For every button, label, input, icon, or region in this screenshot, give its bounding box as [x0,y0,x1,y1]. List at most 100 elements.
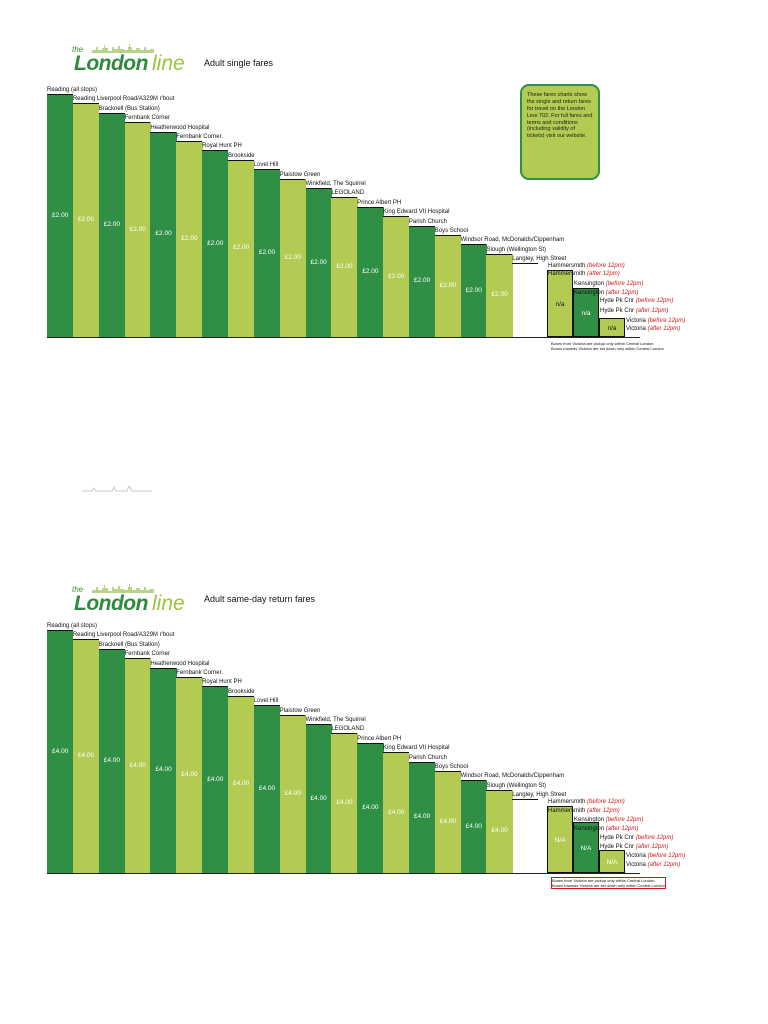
footnote: Buses from Victoria are pickup only with… [551,877,666,889]
footnote: Buses from Victoria are pickup only with… [551,341,664,351]
fare-label: £2.00 [258,249,276,257]
fare-bar: £4.00 [460,780,487,873]
london-stop-label: Victoria (before 12pm) [626,853,685,859]
fare-bar: £2.00 [124,122,151,337]
fare-label: £4.00 [52,747,69,755]
london-stop-label: Hyde Pk Cnr (before 12pm) [600,835,673,841]
stop-label: Royal Hunt PH [202,143,242,150]
london-stop-note: (after 12pm) [587,271,620,277]
stop-tick [47,94,73,95]
london-stop-name: Hyde Pk Cnr [600,844,635,850]
fare-bar: £2.00 [202,150,229,337]
stop-label: Reading Liverpool Road/A329M r'bout [72,96,175,103]
stop-tick [176,141,203,142]
fare-bar: £4.00 [305,724,332,873]
fare-bar: £4.00 [176,677,203,873]
fare-bar: £4.00 [124,658,151,873]
fare-bar: £2.00 [486,253,513,337]
fare-label: £2.00 [465,286,482,294]
london-stop-name: Kensington [574,281,605,287]
london-stop-label: Hammersmith (after 12pm) [548,271,620,277]
fare-label: £2.00 [129,225,146,233]
fare-label: £2.00 [310,258,327,266]
stop-label: Langley, High Street [512,256,567,263]
fare-label: £4.00 [491,827,508,835]
london-stop-name: Victoria [626,853,646,859]
faint-skyline-icon [82,484,152,492]
fare-label: £2.00 [439,282,457,289]
stop-tick [150,131,177,133]
stop-label: Fernbank Corner. [176,134,223,140]
fare-bar: £2.00 [460,244,487,337]
london-stop-name: Hammersmith [548,263,586,269]
stop-label: LEGOLAND [331,726,365,733]
stop-label: Lovel Hill [253,162,279,169]
stop-label: Langley, High Street [512,792,567,799]
stop-label: Heatherwood Hospital [150,124,210,131]
london-stop-label: Kensington (before 12pm) [574,817,643,823]
stop-tick [253,169,280,171]
na-label: N/A [554,836,566,844]
london-stop-note: (after 12pm) [635,844,669,850]
stop-label: King Edward VII Hospital [383,209,450,216]
stop-label: Heatherwood Hospital [150,660,210,667]
stop-label: Plaistow Green [279,171,321,178]
london-stop-note: (after 12pm) [635,308,669,314]
london-stop-note: (after 12pm) [605,826,639,832]
london-stop-name: Hyde Pk Cnr [600,835,635,841]
stop-tick [98,648,125,650]
stop-tick [408,225,435,227]
fare-label: £2.00 [52,211,69,219]
stop-label: Prince Albert PH [357,199,402,206]
stop-label: Bracknell (Bus Station) [98,105,160,112]
london-stop-label: Hammersmith (before 12pm) [548,263,625,269]
fare-label: £2.00 [232,244,250,252]
fare-bar: £2.00 [72,103,100,337]
stop-tick [512,263,539,265]
stop-label: Parish Church [408,218,447,225]
london-line-logo: the London line [72,44,202,80]
na-bar: n/a [547,270,573,337]
na-bar: n/a [573,288,599,337]
stop-tick [253,705,280,707]
stop-tick [331,197,358,199]
fare-bar: £4.00 [434,771,462,873]
logo-london: London [74,592,148,615]
fare-bar: £2.00 [305,188,332,337]
fare-label: £2.00 [77,216,95,224]
fare-label: £2.00 [388,272,405,280]
fare-label: £2.00 [181,235,198,242]
stop-tick [331,733,358,735]
fare-label: £4.00 [413,813,431,821]
fare-bar: £2.00 [434,235,462,337]
stop-label: Brookside [227,152,255,159]
skyline-icon [92,44,154,53]
stop-tick [486,253,513,255]
fare-label: £4.00 [310,794,327,802]
london-stop-name: Hammersmith [548,271,586,277]
fare-bar: £4.00 [331,733,358,873]
chart-baseline [47,337,640,338]
stop-tick [279,178,306,180]
fare-label: £4.00 [388,808,405,816]
stop-tick [486,789,513,791]
stop-tick [305,188,332,189]
chart-title: Adult single fares [204,58,274,68]
stop-label: Slough (Wellington St) [486,246,547,253]
stop-tick [460,244,487,246]
fare-label: £4.00 [77,752,95,760]
fare-label: £4.00 [362,803,379,811]
logo-line: line [152,592,185,615]
stop-tick [460,780,487,782]
footnote-line: Buses from Victoria are pickup only with… [551,341,654,346]
stop-tick [383,216,409,218]
stop-label: Reading (all stops) [47,623,98,629]
logo-london: London [74,52,148,75]
na-label: n/a [555,300,565,308]
logo-the: the [72,585,84,594]
london-stop-label: Hammersmith (before 12pm) [548,799,625,805]
london-stop-note: (before 12pm) [647,853,686,859]
stop-label: Reading Liverpool Road/A329M r'bout [72,632,175,639]
london-line-logo: the London line [72,584,202,620]
fare-label: £4.00 [336,799,353,807]
